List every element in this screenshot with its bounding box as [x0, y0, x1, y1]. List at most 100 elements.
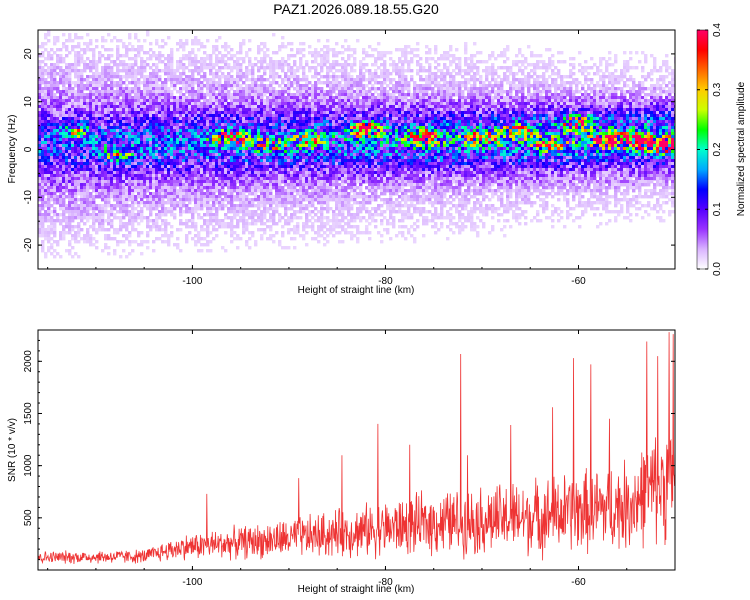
heatmap-cell — [326, 99, 330, 103]
heatmap-cell — [266, 54, 270, 58]
heatmap-cell — [152, 69, 156, 73]
heatmap-cell — [449, 54, 453, 58]
heatmap-cell — [317, 132, 321, 136]
heatmap-cell — [248, 63, 252, 67]
heatmap-cell — [299, 48, 303, 52]
heatmap-cell — [368, 105, 372, 109]
heatmap-cell — [413, 48, 417, 52]
heatmap-cell — [485, 75, 489, 79]
heatmap-cell — [110, 132, 114, 136]
heatmap-cell — [95, 96, 99, 100]
heatmap-cell — [620, 126, 624, 130]
heatmap-cell — [326, 132, 330, 136]
heatmap-cell — [461, 102, 465, 106]
heatmap-cell — [299, 60, 303, 64]
heatmap-cell — [116, 108, 120, 112]
heatmap-cell — [578, 69, 582, 73]
heatmap-cell — [623, 51, 627, 55]
heatmap-cell — [38, 102, 42, 106]
heatmap-cell — [446, 102, 450, 106]
heatmap-cell — [599, 123, 603, 127]
heatmap-cell — [398, 78, 402, 82]
heatmap-cell — [491, 90, 495, 94]
heatmap-cell — [44, 102, 48, 106]
heatmap-cell — [419, 75, 423, 79]
heatmap-cell — [161, 108, 165, 112]
heatmap-cell — [104, 39, 108, 43]
heatmap-cell — [101, 105, 105, 109]
heatmap-cell — [182, 66, 186, 70]
heatmap-cell — [455, 93, 459, 97]
heatmap-cell — [314, 114, 318, 118]
heatmap-cell — [482, 108, 486, 112]
heatmap-cell — [416, 120, 420, 124]
heatmap-cell — [665, 60, 669, 64]
heatmap-cell — [254, 105, 258, 109]
heatmap-cell — [443, 90, 447, 94]
heatmap-cell — [314, 132, 318, 136]
heatmap-cell — [44, 123, 48, 127]
heatmap-cell — [578, 99, 582, 103]
heatmap-cell — [446, 120, 450, 124]
heatmap-cell — [185, 129, 189, 133]
heatmap-cell — [302, 42, 306, 46]
heatmap-cell — [386, 132, 390, 136]
heatmap-cell — [146, 99, 150, 103]
heatmap-cell — [650, 123, 654, 127]
heatmap-cell — [620, 102, 624, 106]
heatmap-cell — [56, 48, 60, 52]
heatmap-cell — [605, 126, 609, 130]
heatmap-cell — [143, 39, 147, 43]
heatmap-cell — [341, 87, 345, 91]
heatmap-cell — [329, 117, 333, 121]
heatmap-cell — [560, 123, 564, 127]
heatmap-cell — [281, 126, 285, 130]
heatmap-cell — [113, 123, 117, 127]
heatmap-cell — [470, 87, 474, 91]
heatmap-cell — [629, 78, 633, 82]
heatmap-cell — [515, 132, 519, 136]
heatmap-cell — [185, 75, 189, 79]
heatmap-cell — [404, 57, 408, 61]
heatmap-cell — [335, 69, 339, 73]
heatmap-cell — [134, 54, 138, 58]
heatmap-cell — [557, 93, 561, 97]
heatmap-cell — [320, 105, 324, 109]
heatmap-cell — [359, 117, 363, 121]
heatmap-cell — [431, 120, 435, 124]
heatmap-cell — [500, 90, 504, 94]
heatmap-cell — [398, 105, 402, 109]
heatmap-cell — [449, 93, 453, 97]
heatmap-cell — [572, 108, 576, 112]
heatmap-cell — [653, 60, 657, 64]
heatmap-cell — [353, 48, 357, 52]
heatmap-cell — [569, 75, 573, 79]
heatmap-cell — [395, 102, 399, 106]
heatmap-cell — [629, 93, 633, 97]
heatmap-cell — [188, 117, 192, 121]
heatmap-cell — [233, 132, 237, 136]
heatmap-cell — [194, 126, 198, 130]
heatmap-cell — [536, 111, 540, 115]
heatmap-cell — [311, 75, 315, 79]
heatmap-cell — [515, 117, 519, 121]
heatmap-cell — [602, 99, 606, 103]
heatmap-cell — [50, 102, 54, 106]
heatmap-cell — [203, 99, 207, 103]
heatmap-cell — [140, 93, 144, 97]
heatmap-cell — [110, 126, 114, 130]
heatmap-cell — [605, 108, 609, 112]
heatmap-cell — [107, 117, 111, 121]
heatmap-cell — [74, 126, 78, 130]
heatmap-cell — [44, 81, 48, 85]
heatmap-cell — [125, 99, 129, 103]
heatmap-cell — [38, 90, 42, 94]
heatmap-cell — [62, 111, 66, 115]
heatmap-cell — [365, 114, 369, 118]
heatmap-cell — [641, 96, 645, 100]
heatmap-cell — [254, 132, 258, 136]
heatmap-cell — [671, 81, 675, 85]
heatmap-cell — [227, 63, 231, 67]
heatmap-cell — [563, 126, 567, 130]
heatmap-cell — [650, 87, 654, 91]
